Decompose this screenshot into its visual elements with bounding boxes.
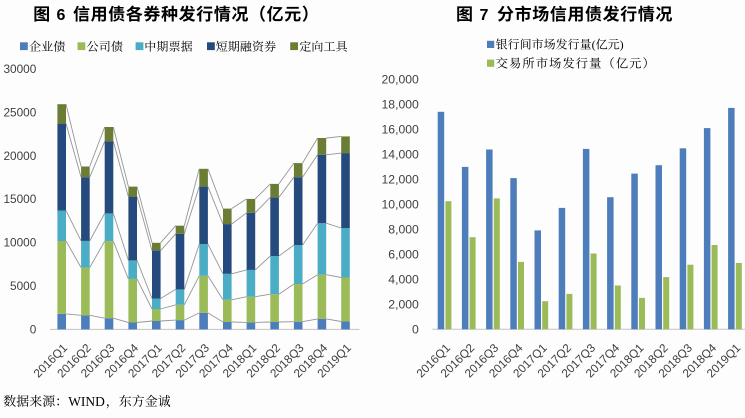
svg-text:4,000: 4,000: [388, 273, 419, 287]
svg-text:(: (: [592, 37, 596, 51]
svg-text:8,000: 8,000: [388, 223, 419, 237]
svg-text:10,000: 10,000: [382, 198, 419, 212]
svg-text:20,000: 20,000: [382, 73, 419, 87]
svg-text:14,000: 14,000: [382, 148, 419, 162]
svg-text:0: 0: [30, 323, 37, 337]
svg-text:15000: 15000: [3, 192, 36, 206]
svg-text:30000: 30000: [3, 62, 36, 76]
svg-text:10000: 10000: [3, 236, 36, 250]
svg-text:6,000: 6,000: [388, 248, 419, 262]
svg-text:): ): [620, 37, 624, 51]
svg-text:2,000: 2,000: [388, 298, 419, 312]
svg-text:16,000: 16,000: [382, 123, 419, 137]
svg-text:5000: 5000: [10, 279, 37, 293]
svg-text:18,000: 18,000: [382, 98, 419, 112]
svg-text:12,000: 12,000: [382, 173, 419, 187]
svg-text:7: 7: [480, 7, 489, 24]
svg-text:0: 0: [412, 323, 419, 337]
svg-text:6: 6: [57, 7, 66, 24]
svg-text:WIND: WIND: [68, 394, 105, 409]
svg-text:25000: 25000: [3, 105, 36, 119]
svg-text:20000: 20000: [3, 149, 36, 163]
